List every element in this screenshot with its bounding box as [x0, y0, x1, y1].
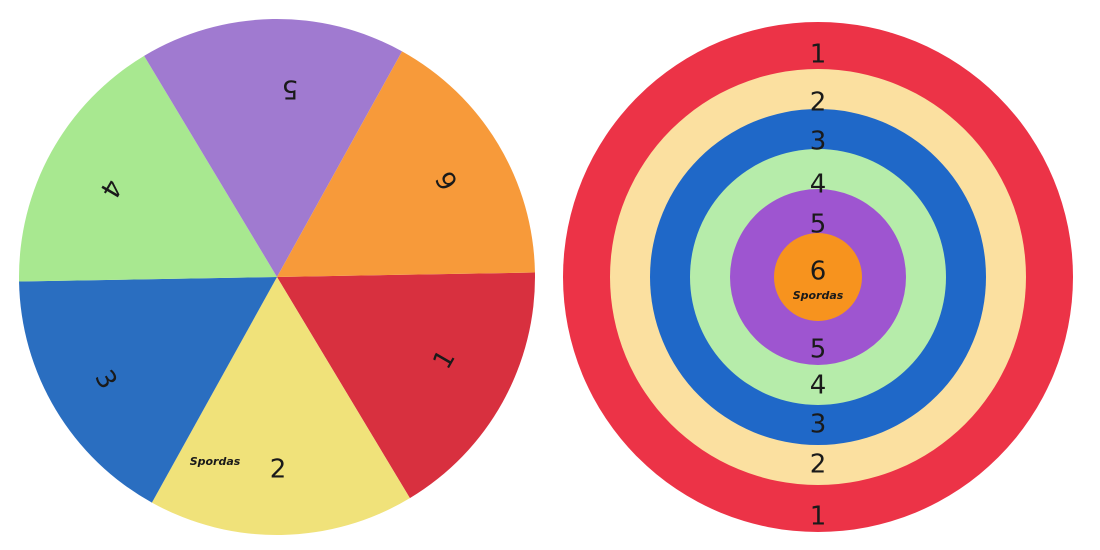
ring-number: 1	[810, 40, 827, 70]
segment	[19, 55, 277, 282]
segment-number: 2	[270, 455, 287, 485]
ring-number: 2	[810, 450, 827, 480]
segment	[151, 277, 410, 535]
segment-number: 5	[282, 74, 299, 104]
ring-orange	[774, 233, 862, 321]
brand: Spordas	[793, 289, 844, 302]
ring-number: 5	[810, 335, 827, 365]
ring-number: 3	[810, 127, 827, 157]
ring-number: 1	[810, 502, 827, 532]
segment	[144, 19, 403, 278]
ring-number: 3	[810, 410, 827, 440]
segment	[19, 277, 277, 503]
center-number: 6	[810, 257, 827, 287]
brand: Spordas	[190, 455, 241, 468]
ring-number: 2	[810, 88, 827, 118]
segment	[277, 272, 535, 499]
ring-number: 4	[810, 371, 827, 401]
segment	[277, 51, 535, 277]
ring-disc: 1 2 3 4 5 6 Spordas 5 4 3 2 1	[563, 22, 1073, 532]
ring-number: 4	[810, 170, 827, 200]
ring-number: 5	[810, 210, 827, 240]
